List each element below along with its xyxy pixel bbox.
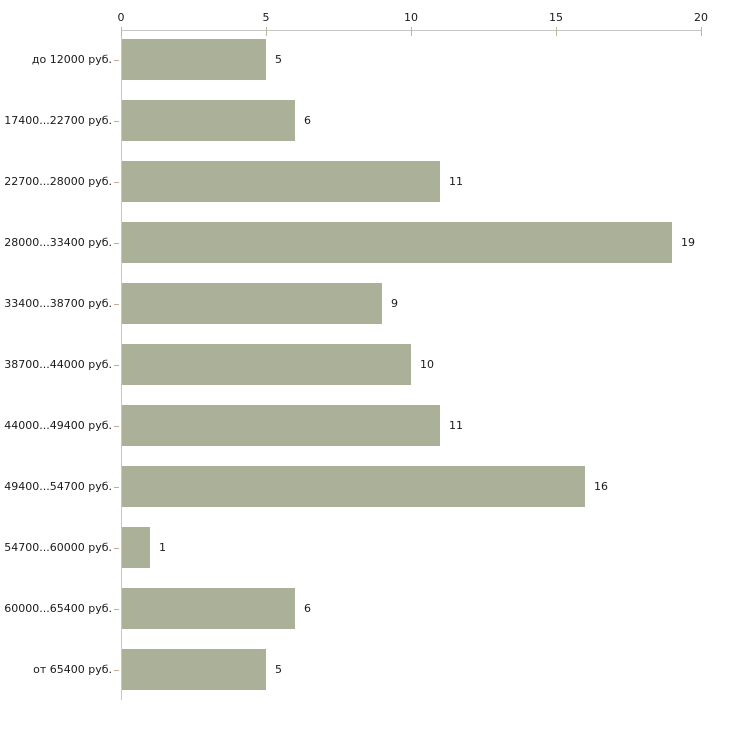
x-axis-tick-mark xyxy=(556,27,557,36)
category-tick-mark xyxy=(114,609,119,610)
category-tick-mark xyxy=(114,670,119,671)
category-label: 49400...54700 руб. xyxy=(4,479,112,493)
x-axis-tick-label: 15 xyxy=(549,11,563,24)
bar xyxy=(122,100,295,141)
bar-value-label: 11 xyxy=(449,174,463,188)
category-label: 22700...28000 руб. xyxy=(4,174,112,188)
bar-value-label: 6 xyxy=(304,601,311,615)
category-label: 60000...65400 руб. xyxy=(4,601,112,615)
x-axis-tick-mark xyxy=(121,27,122,36)
bar-value-label: 5 xyxy=(275,662,282,676)
category-label: до 12000 руб. xyxy=(31,52,112,66)
category-tick-mark xyxy=(114,426,119,427)
bar xyxy=(122,222,672,263)
x-axis-tick-mark xyxy=(266,27,267,36)
category-tick-mark xyxy=(114,121,119,122)
x-axis-tick-mark xyxy=(411,27,412,36)
category-tick-mark xyxy=(114,182,119,183)
category-tick-mark xyxy=(114,243,119,244)
category-tick-mark xyxy=(114,304,119,305)
bar-value-label: 5 xyxy=(275,52,282,66)
bar-value-label: 11 xyxy=(449,418,463,432)
bar-value-label: 1 xyxy=(159,540,166,554)
category-tick-mark xyxy=(114,365,119,366)
bar-value-label: 9 xyxy=(391,296,398,310)
bar xyxy=(122,344,411,385)
category-label: 28000...33400 руб. xyxy=(4,235,112,249)
bar-value-label: 10 xyxy=(420,357,434,371)
category-label: 54700...60000 руб. xyxy=(4,540,112,554)
category-label: 17400...22700 руб. xyxy=(4,113,112,127)
bar xyxy=(122,466,585,507)
bar xyxy=(122,161,440,202)
category-tick-mark xyxy=(114,60,119,61)
bar xyxy=(122,283,382,324)
bar-value-label: 6 xyxy=(304,113,311,127)
category-label: 38700...44000 руб. xyxy=(4,357,112,371)
bar-value-label: 16 xyxy=(594,479,608,493)
x-axis-tick-label: 0 xyxy=(117,11,125,24)
x-axis-tick-mark xyxy=(701,27,702,36)
x-axis-tick-label: 5 xyxy=(262,11,270,24)
bar xyxy=(122,649,266,690)
bar xyxy=(122,405,440,446)
bar xyxy=(122,588,295,629)
category-tick-mark xyxy=(114,548,119,549)
x-axis-tick-label: 20 xyxy=(694,11,708,24)
y-axis-line xyxy=(121,30,122,700)
category-label: 44000...49400 руб. xyxy=(4,418,112,432)
bar-value-label: 19 xyxy=(681,235,695,249)
category-label: от 65400 руб. xyxy=(33,662,112,676)
category-tick-mark xyxy=(114,487,119,488)
category-label: 33400...38700 руб. xyxy=(4,296,112,310)
bar xyxy=(122,39,266,80)
x-axis-tick-label: 10 xyxy=(404,11,418,24)
bar xyxy=(122,527,150,568)
